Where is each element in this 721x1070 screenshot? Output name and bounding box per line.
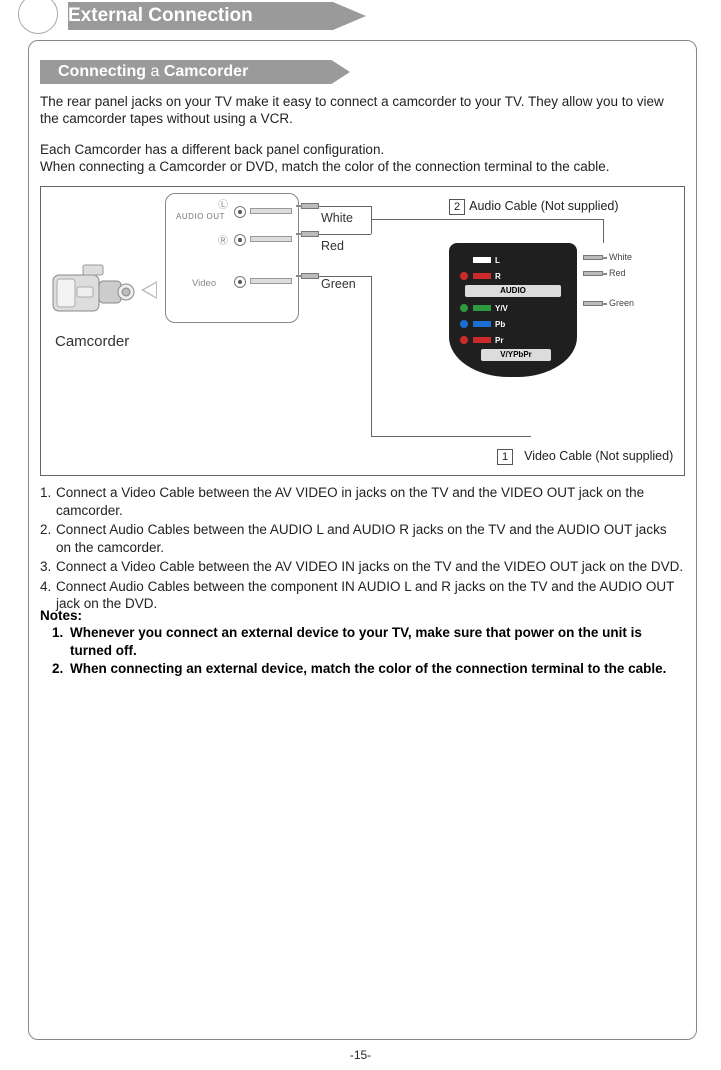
intro-para-2b: When connecting a Camcorder or DVD, matc… — [40, 159, 685, 176]
plug-out-L — [250, 208, 292, 214]
plug-out-video — [250, 278, 292, 284]
step-2: 2.Connect Audio Cables between the AUDIO… — [40, 521, 685, 556]
note-2: 2.When connecting an external device, ma… — [52, 660, 685, 678]
callout-audio: 2Audio Cable (Not supplied) — [449, 199, 619, 215]
tv-audio-L: L — [459, 253, 571, 267]
cable-label-red: Red — [321, 239, 344, 253]
callout-num: 2 — [449, 199, 465, 215]
line — [371, 219, 603, 220]
step-4: 4.Connect Audio Cables between the compo… — [40, 578, 685, 613]
page-number: -15- — [0, 1048, 721, 1062]
callout-video: 1 Video Cable (Not supplied) — [497, 449, 673, 465]
instruction-steps: 1.Connect a Video Cable between the AV V… — [40, 484, 685, 615]
notes-heading: Notes: — [40, 608, 82, 623]
tv-plug-white: White — [583, 249, 634, 265]
cable-label-green: Green — [321, 277, 356, 291]
chapter-title: External Connection — [68, 5, 253, 27]
camcorder-icon — [51, 259, 135, 319]
camcorder-label: Camcorder — [55, 333, 129, 350]
step-1: 1.Connect a Video Cable between the AV V… — [40, 484, 685, 519]
plug-out-R — [250, 236, 292, 242]
tv-audio-R: R — [459, 269, 571, 283]
intro-para-2a: Each Camcorder has a different back pane… — [40, 142, 685, 159]
callout-num: 1 — [497, 449, 513, 465]
notes-list: 1.Whenever you connect an external devic… — [52, 624, 685, 679]
panel-video-label: Video — [192, 278, 216, 289]
line — [319, 276, 371, 277]
line — [371, 436, 531, 437]
step-3: 3.Connect a Video Cable between the AV V… — [40, 558, 685, 576]
panel-audio-out-label: AUDIO OUT — [176, 212, 225, 221]
arrow-icon — [141, 281, 157, 299]
line — [371, 276, 372, 436]
chapter-banner: External Connection — [36, 2, 366, 30]
tv-side-plugs: White Red Green — [583, 249, 634, 311]
panel-jack-R — [234, 234, 246, 246]
cable-label-white: White — [321, 211, 353, 225]
intro-para-1: The rear panel jacks on your TV make it … — [40, 94, 685, 128]
intro-text: The rear panel jacks on your TV make it … — [40, 94, 685, 176]
tv-plug-green: Green — [583, 295, 634, 311]
note-1: 1.Whenever you connect an external devic… — [52, 624, 685, 660]
line — [371, 206, 372, 234]
section-title: Connecting a Camcorder — [58, 63, 248, 81]
tv-video-Pr: Pr — [459, 333, 571, 347]
section-banner: Connecting a Camcorder — [40, 60, 350, 84]
line — [603, 219, 604, 243]
cable-plug-red-icon — [301, 231, 319, 237]
panel-R-symbol: Ⓡ — [218, 232, 228, 247]
line — [319, 206, 371, 207]
panel-jack-L — [234, 206, 246, 218]
connection-diagram: Camcorder Ⓛ AUDIO OUT Ⓡ Video White Red … — [40, 186, 685, 476]
panel-jack-video — [234, 276, 246, 288]
camcorder-back-panel: Ⓛ AUDIO OUT Ⓡ Video — [165, 193, 299, 323]
tv-input-panel: L R AUDIO Y/V Pb Pr V/YPbPr — [449, 243, 577, 377]
line — [319, 234, 371, 235]
tv-plug-red: Red — [583, 265, 634, 281]
cable-plug-green-icon — [301, 273, 319, 279]
tv-video-band: V/YPbPr — [481, 349, 551, 361]
tv-video-YV: Y/V — [459, 301, 571, 315]
cable-plug-white-icon — [301, 203, 319, 209]
panel-L-symbol: Ⓛ — [218, 196, 228, 211]
tv-audio-band: AUDIO — [465, 285, 561, 297]
tv-video-Pb: Pb — [459, 317, 571, 331]
